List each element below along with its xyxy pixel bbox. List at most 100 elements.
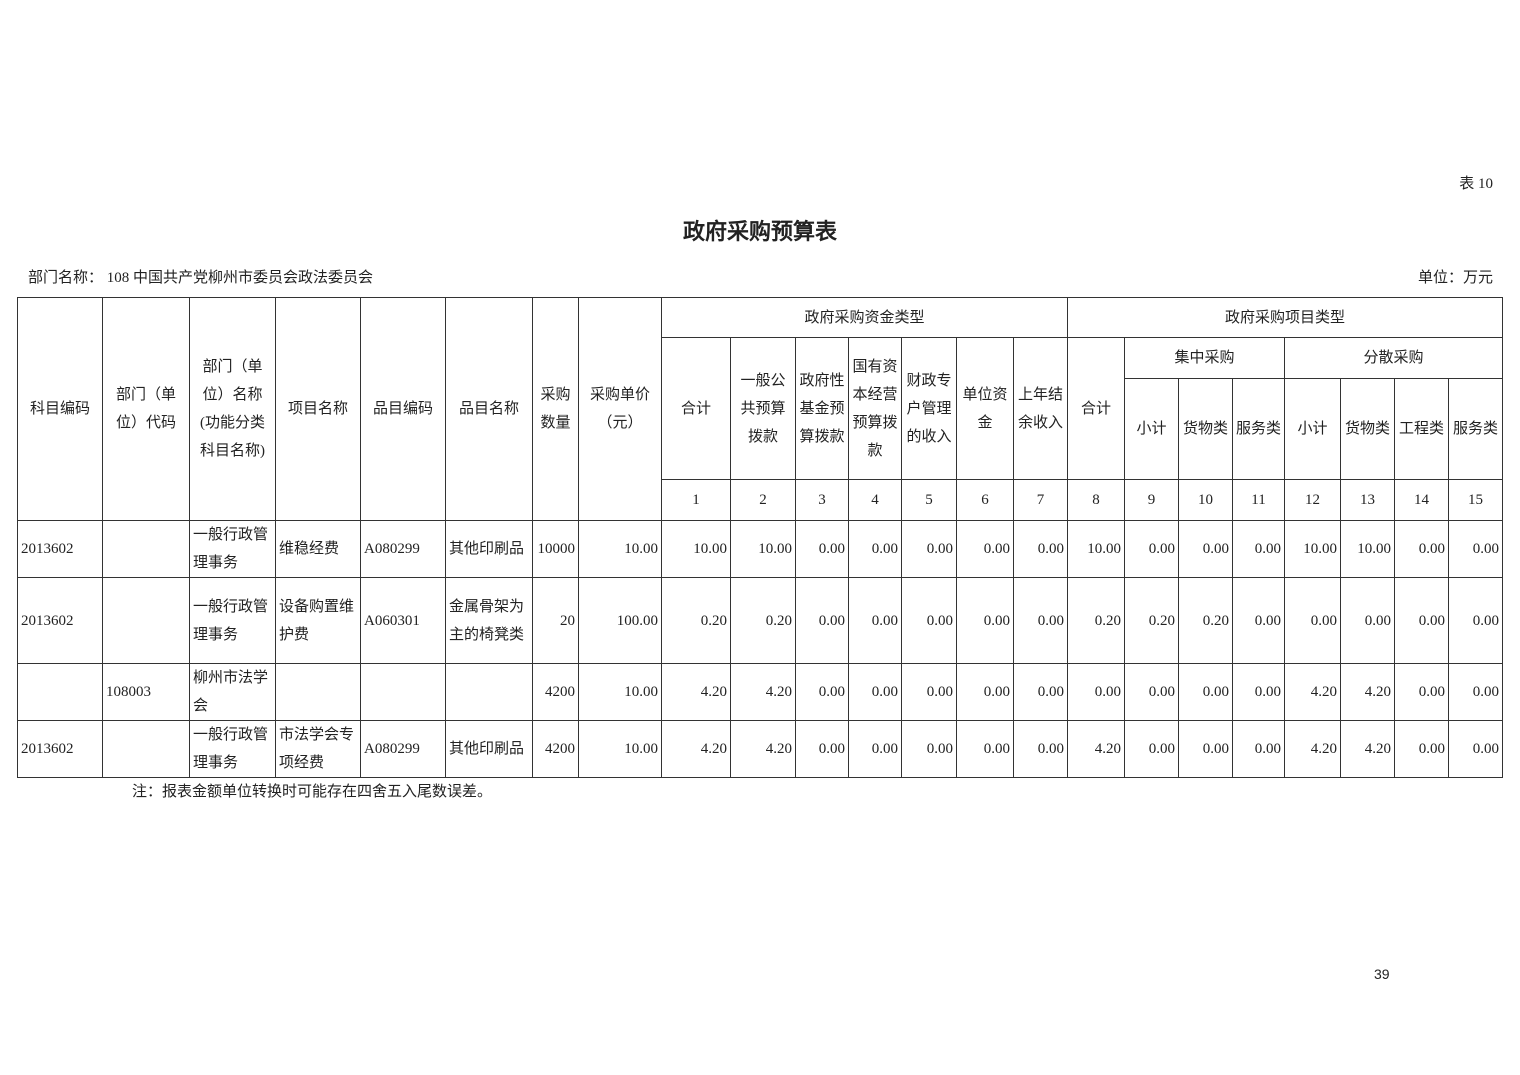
table-cell: 108003 — [102, 663, 190, 721]
table-cell: 0.00 — [1448, 663, 1504, 721]
table-cell: 0.00 — [1448, 577, 1504, 664]
header-fund-col: 国有资本经营预算拨款 — [848, 337, 902, 480]
header-centralized-col: 服务类 — [1232, 378, 1286, 480]
table-cell — [102, 577, 190, 664]
table-cell: 4200 — [532, 720, 579, 778]
table-cell: 0.20 — [661, 577, 731, 664]
table-cell: 10.00 — [730, 520, 796, 578]
table-cell: 一般行政管理事务 — [189, 577, 276, 664]
table-number: 表 10 — [1459, 176, 1493, 192]
table-cell: 0.00 — [1232, 577, 1286, 664]
table-cell: 10.00 — [661, 520, 731, 578]
header-fund-col: 一般公共预算拨款 — [730, 337, 796, 480]
header-decentralized-col: 货物类 — [1340, 378, 1396, 480]
table-cell: 4200 — [532, 663, 579, 721]
header-project-name: 项目名称 — [275, 297, 361, 521]
table-cell: 10000 — [532, 520, 579, 578]
table-cell: 金属骨架为主的椅凳类 — [445, 577, 533, 664]
header-fund-col: 财政专户管理的收入 — [901, 337, 957, 480]
table-cell: 2013602 — [17, 577, 103, 664]
table-cell: 0.00 — [1232, 520, 1286, 578]
table-cell: 4.20 — [661, 720, 731, 778]
table-cell: 0.00 — [848, 663, 902, 721]
table-cell: A080299 — [360, 520, 446, 578]
table-cell: 4.20 — [1067, 720, 1126, 778]
table-cell: 0.00 — [1012, 720, 1069, 778]
column-number: 14 — [1394, 479, 1450, 521]
table-cell: 10.00 — [578, 720, 662, 778]
table-cell — [275, 663, 361, 721]
table-cell: 0.00 — [901, 663, 957, 721]
table-cell: 0.00 — [795, 520, 849, 578]
table-cell: 0.00 — [1448, 520, 1504, 578]
table-cell: 20 — [532, 577, 579, 664]
table-cell: 0.00 — [956, 663, 1014, 721]
header-decentralized-col: 小计 — [1284, 378, 1342, 480]
header-decentralized-col: 服务类 — [1448, 378, 1504, 480]
table-cell: 设备购置维护费 — [275, 577, 361, 664]
column-number: 10 — [1178, 479, 1234, 521]
table-cell: 0.00 — [1394, 720, 1450, 778]
column-number: 1 — [661, 479, 731, 521]
table-row: 2013602 一般行政管理事务 维稳经费 A080299 其他印刷品 10000 10.0… — [17, 520, 1504, 578]
column-number: 11 — [1232, 479, 1286, 521]
table-cell: 0.00 — [901, 520, 957, 578]
column-number: 7 — [1012, 479, 1069, 521]
table-cell: 0.00 — [901, 577, 957, 664]
table-cell: 0.00 — [1012, 663, 1069, 721]
table-cell: 0.00 — [1012, 577, 1069, 664]
header-subject-code: 科目编码 — [17, 297, 103, 521]
table-cell: 0.00 — [848, 577, 902, 664]
header-quantity: 采购数量 — [532, 297, 579, 521]
table-cell: 4.20 — [730, 663, 796, 721]
header-centralized-col: 小计 — [1124, 378, 1180, 480]
unit-label: 单位：万元 — [1417, 270, 1493, 286]
page-title: 政府采购预算表 — [682, 219, 837, 244]
table-cell: 0.00 — [1284, 577, 1342, 664]
table-cell: 0.00 — [795, 577, 849, 664]
table-cell: 0.00 — [1394, 520, 1450, 578]
table-cell: 4.20 — [1340, 663, 1396, 721]
table-cell: 0.00 — [956, 720, 1014, 778]
column-number: 12 — [1284, 479, 1342, 521]
header-project-type-group: 政府采购项目类型 — [1067, 297, 1504, 338]
table-cell: 100.00 — [578, 577, 662, 664]
table-cell: 0.20 — [1124, 577, 1180, 664]
table-cell: 0.00 — [1124, 520, 1180, 578]
table-cell: 0.00 — [956, 577, 1014, 664]
table-cell: 柳州市法学会 — [189, 663, 276, 721]
table-cell: 0.00 — [1067, 663, 1126, 721]
table-cell: 其他印刷品 — [445, 720, 533, 778]
table-cell: 10.00 — [578, 520, 662, 578]
table-cell: 10.00 — [1067, 520, 1126, 578]
header-fund-col: 合计 — [661, 337, 731, 480]
table-cell: 0.00 — [1124, 720, 1180, 778]
table-cell: 市法学会专项经费 — [275, 720, 361, 778]
table-cell: 2013602 — [17, 520, 103, 578]
table-row: 108003 柳州市法学会 4200 10.00 4.20 4.20 0.00 0.00 0.0… — [17, 663, 1504, 721]
table-row: 2013602 一般行政管理事务 设备购置维护费 A060301 金属骨架为主的椅凳类 2… — [17, 577, 1504, 664]
table-cell: 一般行政管理事务 — [189, 520, 276, 578]
header-dept-code: 部门（单位）代码 — [102, 297, 190, 521]
header-item-name: 品目名称 — [445, 297, 533, 521]
header-fund-col: 上年结余收入 — [1012, 337, 1069, 480]
table-cell — [102, 520, 190, 578]
header-dept-name: 部门（单位）名称(功能分类科目名称) — [189, 297, 276, 521]
table-cell: 0.00 — [956, 520, 1014, 578]
table-cell: A080299 — [360, 720, 446, 778]
table-cell: 其他印刷品 — [445, 520, 533, 578]
header-centralized: 集中采购 — [1124, 337, 1286, 379]
header-fund-type-group: 政府采购资金类型 — [660, 297, 1069, 338]
header-decentralized-col: 工程类 — [1394, 378, 1450, 480]
header-item-code: 品目编码 — [360, 297, 446, 521]
header-fund-col: 单位资金 — [956, 337, 1014, 480]
table-cell: 维稳经费 — [275, 520, 361, 578]
table-cell: 4.20 — [1340, 720, 1396, 778]
table-cell: 2013602 — [17, 720, 103, 778]
column-number: 6 — [956, 479, 1014, 521]
table-cell — [102, 720, 190, 778]
table-cell: 0.00 — [1012, 520, 1069, 578]
table-cell: 10.00 — [1284, 520, 1342, 578]
table-cell: 0.00 — [795, 720, 849, 778]
table-cell: 0.00 — [1448, 720, 1504, 778]
